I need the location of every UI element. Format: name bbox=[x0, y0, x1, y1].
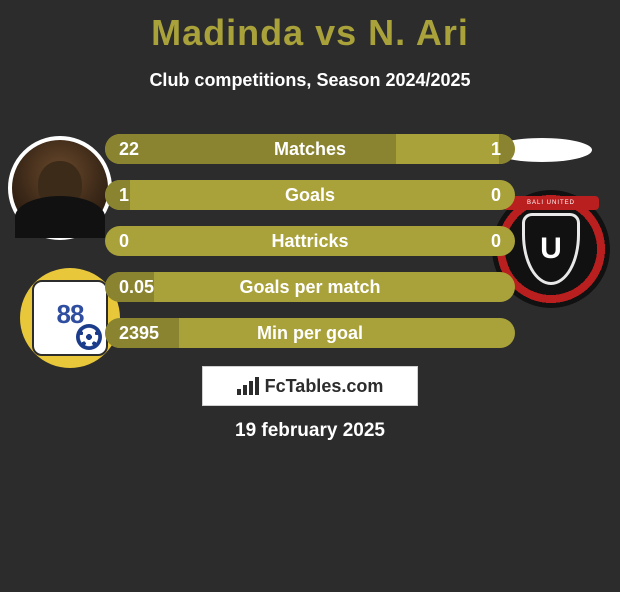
comparison-card: Madinda vs N. Ari Club competitions, Sea… bbox=[0, 12, 620, 592]
soccer-ball-icon bbox=[76, 324, 102, 350]
stat-row: 2395Min per goal bbox=[105, 318, 515, 348]
club-right-shield: U bbox=[522, 213, 580, 285]
stat-label: Hattricks bbox=[105, 231, 515, 252]
stat-row: 22Matches1 bbox=[105, 134, 515, 164]
stat-row: 0Hattricks0 bbox=[105, 226, 515, 256]
stat-label: Min per goal bbox=[105, 323, 515, 344]
bar-chart-icon bbox=[237, 377, 259, 395]
stat-right-value: 0 bbox=[491, 231, 501, 252]
stat-label: Goals per match bbox=[105, 277, 515, 298]
comparison-date: 19 february 2025 bbox=[0, 420, 620, 442]
stat-row: 0.05Goals per match bbox=[105, 272, 515, 302]
fctables-label: FcTables.com bbox=[265, 376, 384, 397]
club-right-letter: U bbox=[540, 232, 562, 266]
stats-panel: 22Matches11Goals00Hattricks00.05Goals pe… bbox=[105, 134, 515, 364]
club-right-ribbon: BALI UNITED bbox=[503, 196, 599, 210]
page-title: Madinda vs N. Ari bbox=[0, 12, 620, 54]
stat-label: Matches bbox=[105, 139, 515, 160]
stat-right-value: 1 bbox=[491, 139, 501, 160]
player-left-avatar bbox=[8, 136, 112, 240]
fctables-badge[interactable]: FcTables.com bbox=[202, 366, 418, 406]
stat-label: Goals bbox=[105, 185, 515, 206]
stat-right-value: 0 bbox=[491, 185, 501, 206]
club-left-number: 88 bbox=[57, 299, 84, 330]
stat-row: 1Goals0 bbox=[105, 180, 515, 210]
subtitle: Club competitions, Season 2024/2025 bbox=[0, 70, 620, 91]
club-left-badge-inner: 88 bbox=[32, 280, 108, 356]
